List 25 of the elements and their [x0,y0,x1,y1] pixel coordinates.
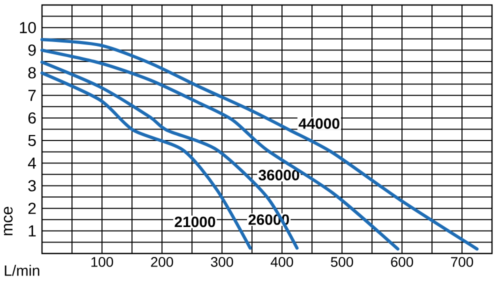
series-label: 21000 [174,216,216,228]
x-tick-label: 400 [270,257,294,267]
x-tick-label: 700 [451,257,474,267]
x-axis-title: L/min [4,264,40,276]
y-tick-label: 1 [28,225,36,236]
series-label: 36000 [258,170,300,180]
y-tick-label: 10 [20,22,36,34]
line-series [40,38,479,251]
y-tick-label: 5 [28,134,36,146]
line-series [40,48,400,251]
y-tick-label: 6 [28,112,36,124]
line-series [40,60,299,250]
y-tick-label: 8 [28,67,36,78]
y-tick-label: 4 [28,158,36,169]
series-label: 44000 [298,118,340,129]
y-tick-label: 9 [28,44,36,56]
y-axis-title: mce [4,206,13,236]
x-tick-label: 600 [391,257,414,267]
y-tick-label: 2 [28,202,36,214]
y-tick-label: 7 [28,90,36,101]
y-tick-label: 3 [28,180,36,192]
x-tick-label: 300 [210,257,234,267]
x-tick-label: 500 [330,257,354,267]
x-tick-label: 200 [151,257,174,267]
x-tick-label: 100 [91,257,114,267]
